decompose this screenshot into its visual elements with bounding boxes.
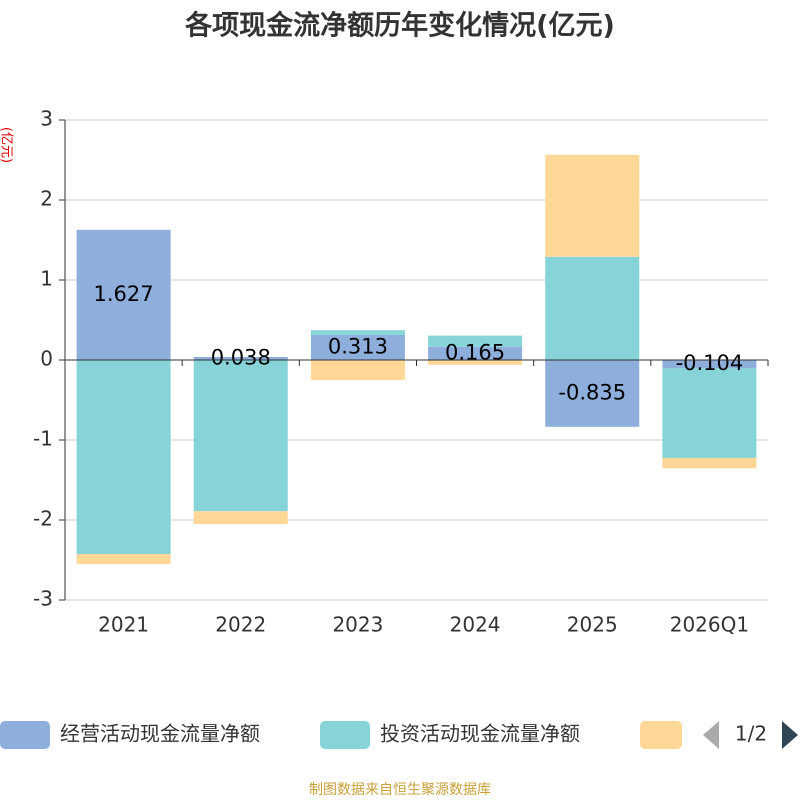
- bar: [662, 360, 757, 369]
- data-label: -0.104: [676, 351, 744, 375]
- bar: [310, 360, 405, 380]
- data-label: 0.165: [445, 340, 505, 364]
- y-tick-label: 1: [40, 267, 53, 291]
- bar: [193, 356, 288, 360]
- y-tick-label: -1: [33, 427, 53, 451]
- y-axis-label: (亿元): [0, 127, 14, 163]
- legend-page: 1/2: [735, 722, 767, 746]
- chart-title: 各项现金流净额历年变化情况(亿元): [184, 10, 615, 42]
- bar: [193, 360, 288, 512]
- bar: [76, 229, 171, 360]
- legend-swatch: [640, 721, 682, 749]
- y-tick-label: 0: [40, 347, 53, 371]
- bar: [428, 335, 523, 347]
- bar: [76, 554, 171, 564]
- x-tick-label: 2021: [98, 613, 149, 637]
- source-note: 制图数据来自恒生聚源数据库: [309, 782, 491, 798]
- x-tick-label: 2026Q1: [670, 613, 749, 637]
- x-tick-label: 2022: [215, 613, 266, 637]
- data-label: -0.835: [558, 380, 626, 404]
- y-tick-label: -2: [33, 507, 53, 531]
- bar: [545, 256, 640, 360]
- x-tick-label: 2025: [567, 613, 618, 637]
- bar: [662, 457, 757, 469]
- y-tick-label: 2: [40, 187, 53, 211]
- legend-prev[interactable]: [703, 721, 719, 749]
- bar: [310, 334, 405, 360]
- bar: [545, 360, 640, 427]
- bar: [428, 360, 523, 365]
- legend-swatch: [320, 721, 370, 749]
- data-label: 1.627: [94, 282, 154, 306]
- y-tick-label: -3: [33, 587, 53, 611]
- legend-label: 经营活动现金流量净额: [60, 722, 260, 746]
- bar: [310, 330, 405, 335]
- bar: [428, 346, 523, 360]
- data-label: 0.313: [328, 334, 388, 358]
- x-tick-label: 2024: [450, 613, 501, 637]
- bar: [662, 368, 757, 458]
- x-tick-label: 2023: [332, 613, 383, 637]
- y-tick-label: 3: [40, 107, 53, 131]
- legend-next[interactable]: [782, 721, 798, 749]
- bar: [545, 154, 640, 257]
- legend-swatch: [0, 721, 50, 749]
- legend-label: 投资活动现金流量净额: [380, 722, 580, 746]
- data-label: 0.038: [211, 345, 271, 369]
- bar: [193, 511, 288, 524]
- bar: [76, 360, 171, 554]
